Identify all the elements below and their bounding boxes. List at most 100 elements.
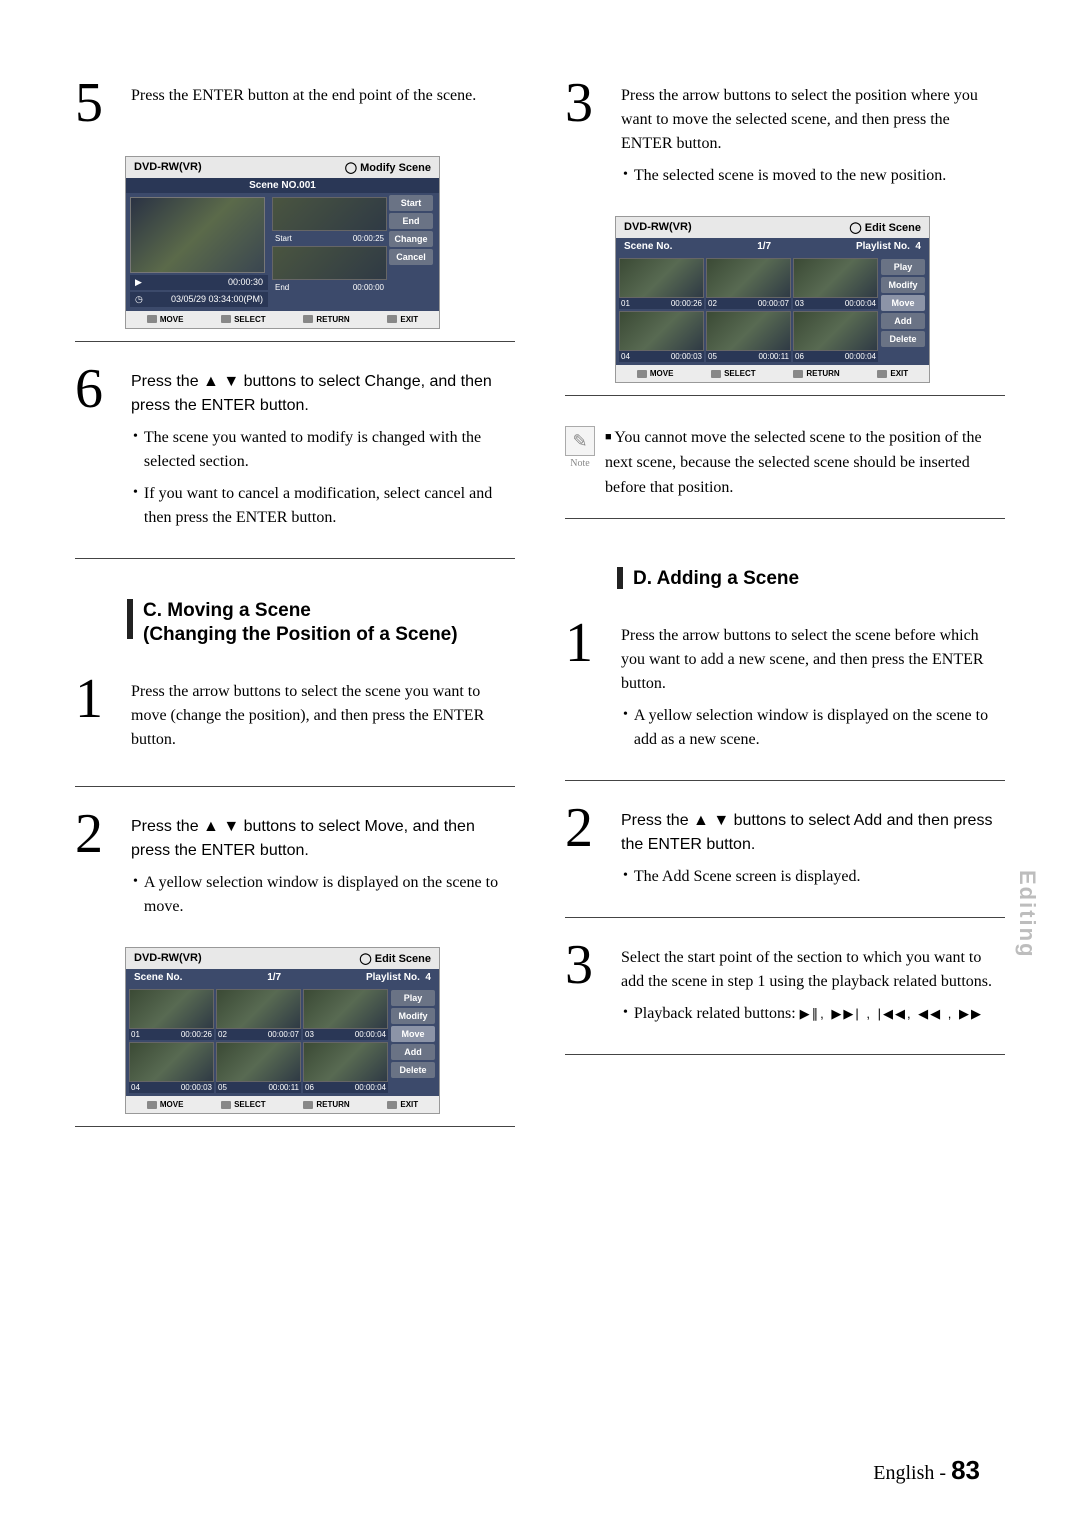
bullet: The selected scene is moved to the new p… [623,164,1005,188]
thumb-caption: 0500:00:11 [706,351,791,362]
panel: DVD-RW(VR) ◯ Edit Scene Scene No. 1/7 Pl… [125,947,440,1114]
section-title: C. Moving a Scene(Changing the Position … [143,599,458,648]
step-text: Press the ▲ ▼ buttons to select Add and … [621,809,1005,857]
thumb-image [706,311,791,351]
panel: DVD-RW(VR) ◯ Edit Scene Scene No. 1/7 Pl… [615,216,930,383]
divider [75,558,515,559]
step-text: Press the arrow buttons to select the sc… [131,680,515,752]
step-c1: 1 Press the arrow buttons to select the … [75,676,515,758]
start-time: Start00:00:25 [272,233,387,244]
datetime: ◷03/05/29 03:34:00(PM) [130,292,268,307]
modify-button[interactable]: Modify [391,1008,435,1024]
divider [565,917,1005,918]
thumb-cell[interactable]: 0100:00:26 [129,989,214,1040]
move-button[interactable]: Move [881,295,925,311]
foot-move: MOVE [147,315,184,324]
foot-move: MOVE [147,1100,184,1109]
step-body: Press the ENTER button at the end point … [131,80,515,128]
step-body: Press the ▲ ▼ buttons to select Add and … [621,805,1005,889]
delete-button[interactable]: Delete [391,1062,435,1078]
step-text: Press the arrow buttons to select the sc… [621,624,1005,696]
add-button[interactable]: Add [881,313,925,329]
thumb-image [619,258,704,298]
thumbs-grid: 0100:00:260200:00:070300:00:04 0400:00:03… [616,255,881,365]
note-label: Note [565,458,595,469]
thumb-caption: 0300:00:04 [303,1029,388,1040]
section-title: D. Adding a Scene [633,567,799,592]
panel-header: DVD-RW(VR) ◯ Edit Scene [616,217,929,238]
change-button[interactable]: Change [389,231,433,247]
thumb-cell[interactable]: 0100:00:26 [619,258,704,309]
foot-return: RETURN [303,1100,349,1109]
thumb-caption: 0300:00:04 [793,298,878,309]
note-icon: ✎ [565,426,595,456]
step-d3: 3 Select the start point of the section … [565,942,1005,1026]
preview-image [130,197,265,273]
bullet: If you want to cancel a modification, se… [133,482,515,530]
start-button[interactable]: Start [389,195,433,211]
thumb-cell[interactable]: 0600:00:04 [303,1042,388,1093]
panel: DVD-RW(VR) ◯ Modify Scene Scene NO.001 ▶… [125,156,440,329]
thumb-image [706,258,791,298]
foot-exit: EXIT [387,1100,418,1109]
thumb-cell[interactable]: 0300:00:04 [303,989,388,1040]
thumb-cell[interactable]: 0300:00:04 [793,258,878,309]
panel-sub: Scene No. 1/7 Playlist No. 4 [126,969,439,986]
step-body: Press the arrow buttons to select the sc… [621,620,1005,752]
panel-footer: MOVE SELECT RETURN EXIT [616,365,929,382]
step-d1: 1 Press the arrow buttons to select the … [565,620,1005,752]
bullet: Playback related buttons: ▶∥, ▶▶| , |◀◀,… [623,1002,1005,1026]
step-number: 6 [75,366,113,530]
end-button[interactable]: End [389,213,433,229]
thumb-image [793,311,878,351]
thumb-caption: 0400:00:03 [619,351,704,362]
thumb-image [216,989,301,1029]
thumb-caption: 0600:00:04 [793,351,878,362]
controls: Play Modify Move Add Delete [881,255,929,365]
step-text: Select the start point of the section to… [621,946,1005,994]
section-d-header: D. Adding a Scene [617,567,1005,592]
page-content: 5 Press the ENTER button at the end poin… [75,80,1005,1151]
edit-body: 0100:00:260200:00:070300:00:04 0400:00:03… [616,255,929,365]
cancel-button[interactable]: Cancel [389,249,433,265]
play-button[interactable]: Play [391,990,435,1006]
step-number: 1 [565,620,603,752]
divider [565,395,1005,396]
step-body: Select the start point of the section to… [621,942,1005,1026]
start-thumb [272,197,387,231]
thumb-cell[interactable]: 0400:00:03 [129,1042,214,1093]
thumb-image [303,1042,388,1082]
end-thumb [272,246,387,280]
delete-button[interactable]: Delete [881,331,925,347]
step-text: Press the ENTER button at the end point … [131,84,515,108]
move-button[interactable]: Move [391,1026,435,1042]
thumb-cell[interactable]: 0500:00:11 [216,1042,301,1093]
step-5: 5 Press the ENTER button at the end poin… [75,80,515,128]
bullet: A yellow selection window is displayed o… [623,704,1005,752]
edit-scene-screenshot-right: DVD-RW(VR) ◯ Edit Scene Scene No. 1/7 Pl… [615,216,930,383]
controls: Start End Change Cancel [389,195,437,309]
divider [565,780,1005,781]
divider [75,1126,515,1127]
modify-button[interactable]: Modify [881,277,925,293]
step-body: Press the arrow buttons to select the po… [621,80,1005,188]
bullet: A yellow selection window is displayed o… [133,871,515,919]
panel-header: DVD-RW(VR) ◯ Edit Scene [126,948,439,969]
thumb-cell[interactable]: 0600:00:04 [793,311,878,362]
play-time: ▶00:00:30 [130,275,268,290]
bullet: The scene you wanted to modify is change… [133,426,515,474]
thumb-cell[interactable]: 0500:00:11 [706,311,791,362]
playback-icons: ▶∥, ▶▶| , |◀◀, ◀◀ , ▶▶ [800,1006,983,1021]
thumb-cell[interactable]: 0400:00:03 [619,311,704,362]
play-button[interactable]: Play [881,259,925,275]
add-button[interactable]: Add [391,1044,435,1060]
thumb-cell[interactable]: 0200:00:07 [706,258,791,309]
thumb-caption: 0400:00:03 [129,1082,214,1093]
thumb-image [619,311,704,351]
note-block: ✎ Note You cannot move the selected scen… [565,420,1005,500]
thumb-image [216,1042,301,1082]
foot-exit: EXIT [877,369,908,378]
divider [565,1054,1005,1055]
thumb-cell[interactable]: 0200:00:07 [216,989,301,1040]
step-number: 2 [75,811,113,919]
